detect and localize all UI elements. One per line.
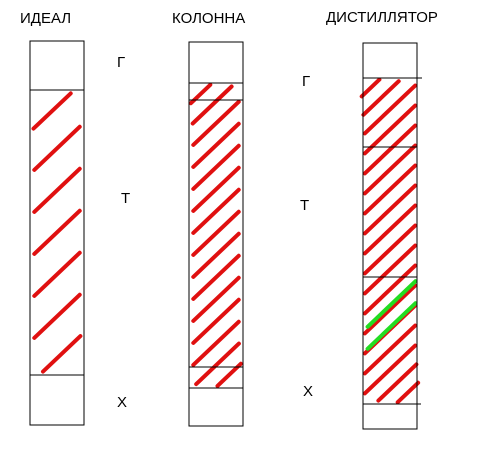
col-trans-stroke-1 <box>190 84 234 126</box>
col-trans-stroke-8 <box>191 231 241 279</box>
ideal-gas-label: Г <box>117 54 125 71</box>
col-trans-stroke-12 <box>191 319 241 367</box>
col-trans-stroke-7 <box>191 209 241 257</box>
dist-trans-stroke-2 <box>362 83 418 136</box>
col-trans-stroke-9 <box>191 253 241 301</box>
ideal-trans-stroke-2 <box>32 166 82 214</box>
col-trans-stroke-13 <box>194 341 241 387</box>
dist-trans-stroke-9 <box>362 223 418 276</box>
title-distiller: ДИСТИЛЛЯТОР <box>326 9 438 26</box>
distiller-transition-label: Т <box>300 197 309 214</box>
col-trans-stroke-4 <box>191 143 241 191</box>
col-trans-stroke-11 <box>191 297 241 345</box>
dist-trans-stroke-8 <box>362 203 418 256</box>
ideal-transition-zone-hatch <box>31 91 83 374</box>
ideal-liquid-label: Х <box>117 394 127 411</box>
dist-trans-stroke-11 <box>362 263 418 316</box>
title-ideal: ИДЕАЛ <box>20 10 71 27</box>
column-column-outline <box>188 41 244 427</box>
distiller-transition-zone-hatch <box>359 77 421 405</box>
ideal-trans-stroke-1 <box>32 124 82 172</box>
dist-trans-stroke-6 <box>362 163 418 216</box>
dist-trans-stroke-1 <box>361 79 401 117</box>
col-trans-stroke-2 <box>191 99 241 147</box>
ideal-trans-stroke-6 <box>41 334 83 374</box>
dist-trans-stroke-10 <box>362 243 418 296</box>
col-trans-stroke-10 <box>191 275 241 323</box>
dist-trans-stroke-14 <box>362 323 418 376</box>
ideal-transition-label: Т <box>121 190 130 207</box>
dist-trans-stroke-15 <box>362 343 418 396</box>
ideal-column-outline <box>29 40 85 426</box>
ideal-trans-stroke-4 <box>32 250 82 298</box>
distiller-liquid-zone-hatch <box>365 279 418 351</box>
dist-trans-stroke-4 <box>362 123 418 176</box>
ideal-trans-stroke-3 <box>32 208 82 256</box>
dist-trans-stroke-7 <box>362 183 418 236</box>
dist-trans-stroke-0 <box>359 77 382 99</box>
distiller-column-outline <box>362 42 418 430</box>
dist-trans-stroke-16 <box>376 362 419 403</box>
ideal-trans-stroke-0 <box>31 91 73 131</box>
title-column: КОЛОННА <box>172 10 245 27</box>
dist-trans-stroke-3 <box>362 103 418 156</box>
dist-trans-stroke-12 <box>362 283 418 336</box>
dist-liq-stroke-1 <box>365 301 418 351</box>
ideal-trans-stroke-5 <box>32 292 82 340</box>
dist-liq-stroke-0 <box>365 279 418 329</box>
distiller-liquid-label: Х <box>303 383 313 400</box>
col-trans-stroke-3 <box>191 121 241 169</box>
dist-trans-stroke-17 <box>395 380 421 405</box>
distiller-gas-label: Г <box>302 73 310 90</box>
col-trans-stroke-6 <box>191 187 241 235</box>
dist-trans-stroke-5 <box>362 143 418 196</box>
col-trans-stroke-5 <box>191 165 241 213</box>
column-transition-zone-hatch <box>188 82 243 388</box>
